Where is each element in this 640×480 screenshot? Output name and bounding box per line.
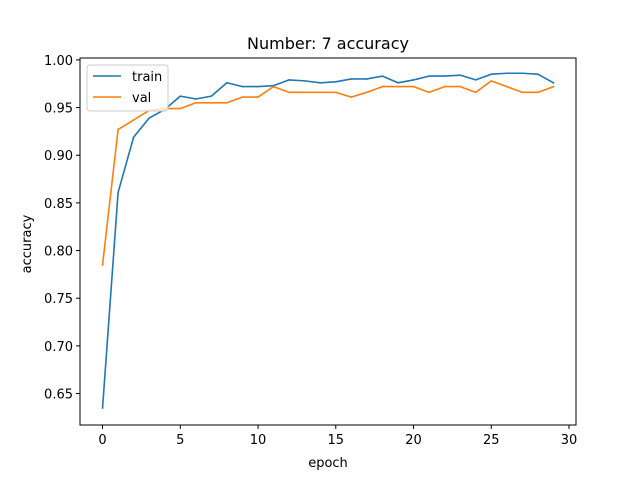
data-point-train <box>148 117 150 119</box>
data-point-train <box>210 95 213 97</box>
data-point-val <box>521 91 524 94</box>
data-point-val <box>210 102 213 104</box>
data-point-train <box>397 81 399 84</box>
data-point-val <box>552 85 555 88</box>
y-tick-label: 0.85 <box>44 197 73 212</box>
x-axis-title: epoch <box>308 456 348 471</box>
data-point-val <box>350 96 353 98</box>
data-point-val <box>397 85 399 88</box>
data-point-val <box>319 91 322 94</box>
data-point-val <box>506 85 508 88</box>
data-point-train <box>334 81 337 83</box>
y-tick-label: 1.00 <box>44 54 73 69</box>
data-point-train <box>412 79 415 81</box>
legend-label-train: train <box>132 70 162 85</box>
chart-title: Number: 7 accuracy <box>247 34 409 53</box>
data-point-train <box>366 78 368 80</box>
x-tick-label: 0 <box>98 433 106 448</box>
y-axis-title: accuracy <box>20 214 35 273</box>
data-point-val <box>132 119 135 121</box>
legend: train val <box>86 64 169 112</box>
y-tick-label: 0.80 <box>44 245 73 260</box>
data-point-train <box>537 73 539 76</box>
data-point-train <box>195 98 197 100</box>
data-point-train <box>506 72 508 75</box>
data-point-train <box>552 81 555 84</box>
data-point-val <box>334 91 337 94</box>
x-tick-label: 20 <box>405 433 422 448</box>
data-point-val <box>257 96 259 98</box>
y-tick-label: 0.65 <box>44 388 73 403</box>
data-point-val <box>101 264 104 266</box>
data-point-train <box>226 81 228 84</box>
data-point-train <box>474 79 477 81</box>
data-point-train <box>179 95 182 97</box>
data-point-val <box>443 85 446 88</box>
data-point-val <box>366 91 368 94</box>
x-tick-label: 30 <box>561 433 578 448</box>
series-line-train <box>101 72 555 409</box>
data-point-val <box>412 85 415 88</box>
plot-area: 0 5 10 15 20 25 30 0.65 0.70 0.75 0.80 0.85 0.90 0.95… <box>44 54 577 448</box>
data-point-val <box>537 91 539 94</box>
data-point-val <box>303 91 306 94</box>
data-point-train <box>132 136 135 138</box>
data-point-train <box>319 81 322 84</box>
data-point-train <box>350 78 353 80</box>
series-line-val <box>101 80 555 266</box>
data-point-val <box>459 85 461 88</box>
data-point-val <box>272 85 275 88</box>
x-tick-label: 25 <box>483 433 500 448</box>
data-point-train <box>101 407 104 409</box>
y-tick-label: 0.95 <box>44 102 73 117</box>
data-point-train <box>428 75 430 77</box>
data-point-val <box>288 91 290 94</box>
data-point-val <box>226 102 228 104</box>
x-tick-label: 5 <box>176 433 184 448</box>
data-point-val <box>179 107 182 110</box>
y-tick-label: 0.70 <box>44 340 73 355</box>
data-point-val <box>195 102 197 104</box>
y-tick-label: 0.90 <box>44 149 73 164</box>
data-point-train <box>521 72 524 75</box>
data-point-train <box>490 73 493 76</box>
x-tick-label: 15 <box>328 433 345 448</box>
data-point-train <box>443 75 446 77</box>
data-point-train <box>257 85 259 88</box>
data-point-val <box>117 128 119 131</box>
data-point-train <box>381 75 384 77</box>
data-point-train <box>459 74 461 76</box>
data-point-val <box>428 91 430 94</box>
data-point-val <box>241 96 244 98</box>
data-point-val <box>474 91 477 94</box>
data-point-train <box>303 80 306 82</box>
x-tick-label: 10 <box>250 433 267 448</box>
data-point-val <box>381 85 384 88</box>
axes-frame <box>79 57 577 426</box>
data-point-train <box>117 191 119 194</box>
legend-label-val: val <box>132 91 151 106</box>
data-point-train <box>241 85 244 88</box>
data-point-val <box>490 80 493 82</box>
data-point-train <box>288 79 290 81</box>
y-tick-label: 0.75 <box>44 292 73 307</box>
